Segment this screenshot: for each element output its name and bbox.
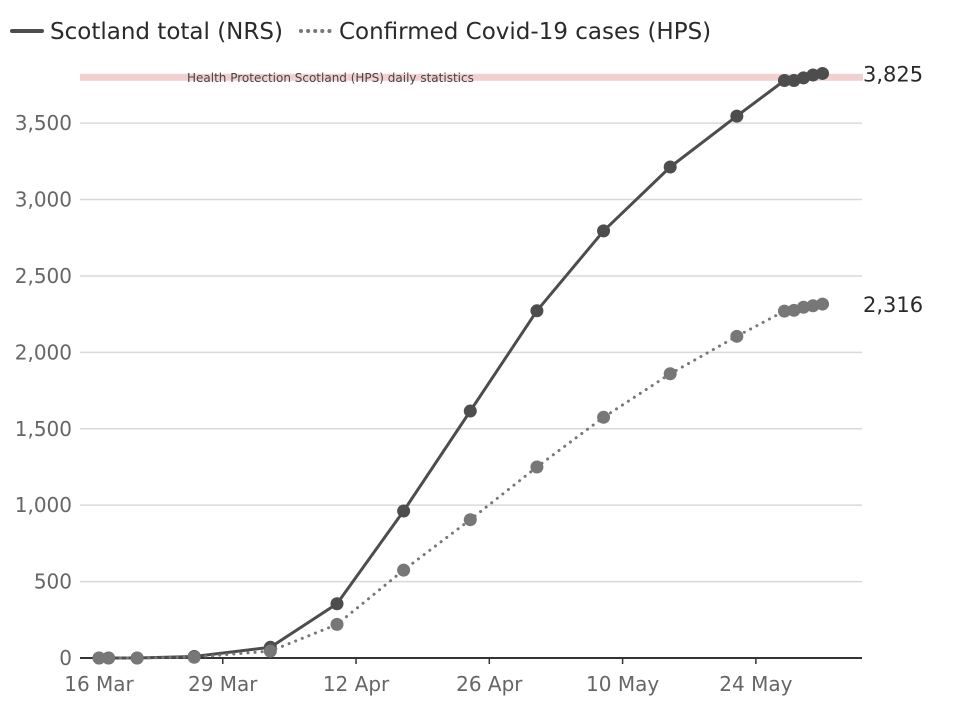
- data-point: [777, 73, 791, 87]
- legend: Scotland total (NRS) Confirmed Covid-19 c…: [10, 19, 711, 45]
- data-point: [730, 329, 744, 343]
- y-tick-label: 2,000: [15, 340, 72, 364]
- series: [92, 66, 830, 665]
- series-line-0: [97, 72, 824, 660]
- data-point: [806, 68, 820, 82]
- data-point: [330, 617, 344, 631]
- y-tick-label: 500: [34, 570, 72, 594]
- y-tick-label: 2,500: [15, 264, 72, 288]
- data-point: [730, 109, 744, 123]
- data-point: [816, 66, 830, 80]
- data-point: [796, 300, 810, 314]
- y-tick-label: 0: [59, 646, 72, 670]
- data-point: [463, 404, 477, 418]
- x-tick-label: 12 Apr: [323, 672, 390, 696]
- annotation-band: [80, 73, 863, 81]
- data-point: [397, 504, 411, 518]
- y-tick-label: 3,000: [15, 188, 72, 212]
- annotation-band: Health Protection Scotland (HPS) daily s…: [80, 71, 863, 85]
- data-point: [597, 224, 611, 238]
- y-tick-label: 3,500: [15, 111, 72, 135]
- y-tick-label: 1,500: [15, 417, 72, 441]
- labels: 3,825 2,316: [863, 62, 923, 317]
- data-point: [530, 304, 544, 318]
- data-point: [130, 651, 144, 665]
- data-point: [92, 651, 106, 665]
- data-point: [397, 563, 411, 577]
- data-point: [330, 597, 344, 611]
- x-tick-label: 10 May: [586, 672, 659, 696]
- x-tick-label: 24 May: [719, 672, 792, 696]
- data-point: [816, 297, 830, 311]
- gridlines: [80, 122, 862, 583]
- data-point: [463, 513, 477, 527]
- end-value-label: 3,825: [863, 62, 923, 86]
- end-value-label: 2,316: [863, 293, 923, 317]
- data-point: [663, 367, 677, 381]
- data-point: [102, 651, 116, 665]
- data-point: [597, 410, 611, 424]
- data-point: [530, 460, 544, 474]
- x-tick-label: 26 Apr: [456, 672, 523, 696]
- annotation-label: Health Protection Scotland (HPS) daily s…: [187, 71, 474, 85]
- data-point: [187, 650, 201, 664]
- legend-label-0: Scotland total (NRS): [50, 19, 283, 45]
- data-point: [263, 644, 277, 658]
- legend-label-1: Confirmed Covid-19 cases (HPS): [339, 19, 711, 45]
- data-point: [777, 304, 791, 318]
- x-tick-label: 29 Mar: [188, 672, 258, 696]
- series-line-1: [97, 302, 824, 660]
- data-point: [663, 160, 677, 174]
- x-tick-label: 16 Mar: [64, 672, 134, 696]
- y-tick-label: 1,000: [15, 493, 72, 517]
- axes: 0 500 1,000 1,500 2,000 2,500 3,000 3,500 16 Mar…: [15, 111, 862, 696]
